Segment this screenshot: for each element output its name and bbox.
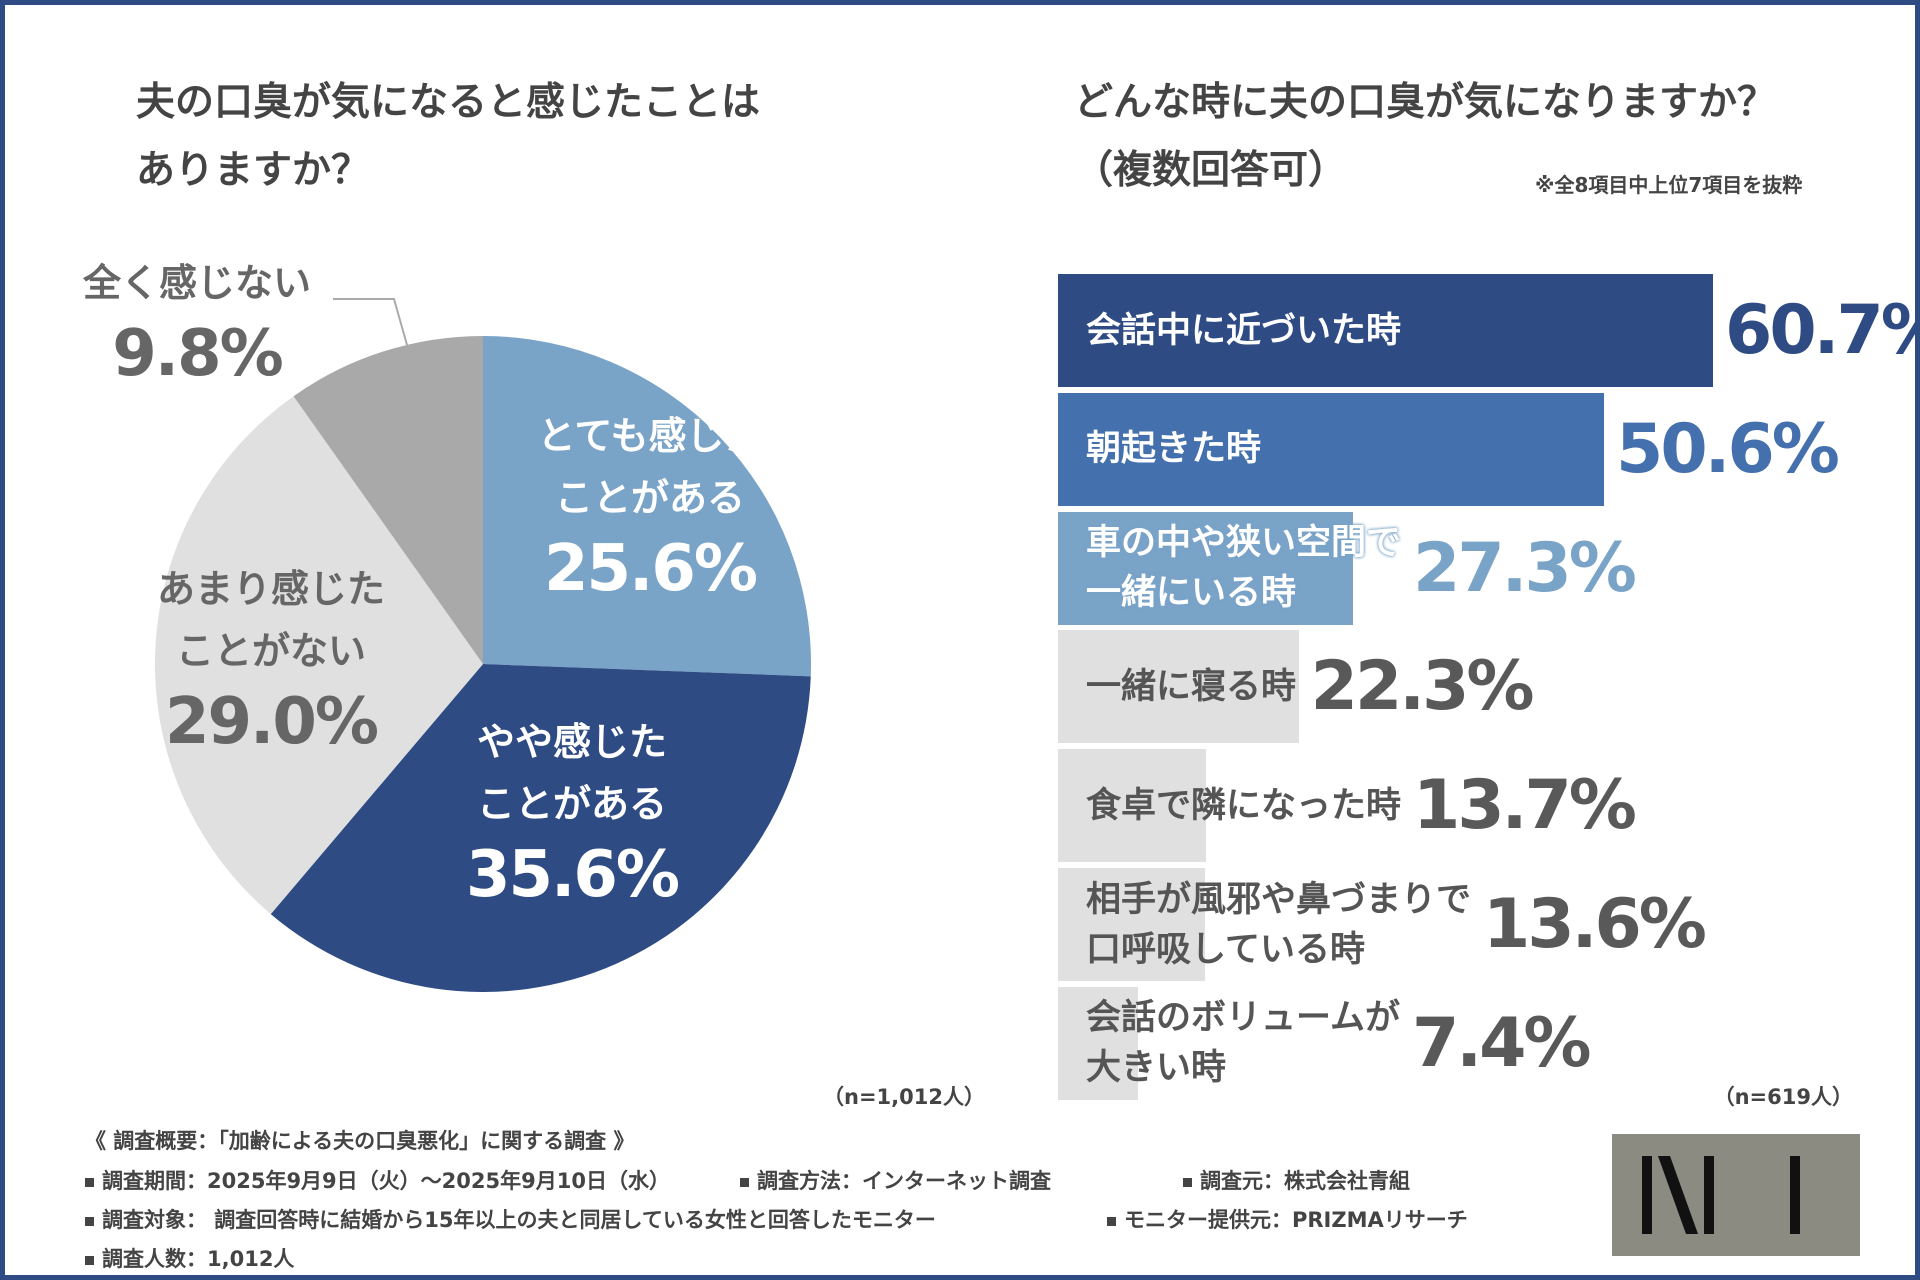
footer-item: 調査対象： 調査回答時に結婚から15年以上の夫と同居している女性と回答したモニタ… — [85, 1204, 936, 1234]
bar-row: 会話のボリュームが 大きい時 7.4% — [1058, 987, 1592, 1100]
bar — [1058, 511, 1353, 625]
pie-category: 全く感じない — [82, 261, 312, 305]
pie-label: あまり感じた ことがない 29.0% — [157, 558, 385, 762]
pie-label: 全く感じない 9.8% — [83, 252, 311, 394]
pie-value: 29.0% — [164, 685, 379, 759]
bar-label: 食卓で隣になった時 — [1086, 785, 1402, 826]
footer-item: 調査元：株式会社青組 — [1183, 1165, 1410, 1195]
bar-label: 朝起きた時 — [1086, 429, 1262, 470]
bar — [1058, 986, 1138, 1100]
pie-value: 25.6% — [543, 532, 758, 606]
bar — [1058, 392, 1604, 506]
pie-slice — [483, 336, 811, 677]
bar — [1058, 630, 1299, 744]
bar-row: 一緒に寝る時 22.3% — [1058, 630, 1535, 743]
bar-label: 一緒に寝る時 — [1086, 666, 1297, 707]
bar-value: 13.7% — [1413, 766, 1637, 846]
pie-value: 35.6% — [465, 838, 680, 912]
pie-category: やや感じた ことがある — [476, 720, 667, 826]
bar-row: 相手が風邪や鼻づまりで 口呼吸している時 13.6% — [1058, 868, 1707, 981]
bar-note: （n=619人） — [1713, 1085, 1853, 1109]
bar — [1058, 749, 1206, 863]
bar — [1058, 274, 1713, 387]
logo-mark — [1642, 1156, 1800, 1234]
bar-value: 13.6% — [1483, 885, 1707, 964]
pie-label: やや感じた ことがある 35.6% — [465, 711, 680, 915]
footer-item: 調査期間：2025年9月9日（火）～2025年9月10日（水） — [85, 1165, 670, 1195]
bar-row: 車の中や狭い空間で 一緒にいる時 27.3% — [1058, 512, 1637, 625]
bar-label: 会話中に近づいた時 — [1086, 310, 1402, 351]
bar-value: 7.4% — [1411, 1003, 1592, 1083]
bar-value: 60.7% — [1725, 291, 1915, 370]
pie-slice — [270, 664, 811, 992]
bar-label: 会話のボリュームが 大きい時 — [1086, 998, 1400, 1089]
bar-value: 27.3% — [1413, 528, 1637, 608]
bar-row: 食卓で隣になった時 13.7% — [1058, 749, 1637, 862]
pie-value: 9.8% — [112, 317, 284, 391]
bar — [1058, 868, 1205, 981]
pie-title: 夫の口臭が気になると感じたことは ありますか？ — [136, 80, 761, 193]
bar-value: 22.3% — [1310, 647, 1535, 727]
bar-row: 会話中に近づいた時 60.7% — [1058, 274, 1915, 387]
pie-slice — [155, 396, 483, 915]
logo — [1612, 1134, 1860, 1256]
bar-value: 50.6% — [1616, 409, 1840, 489]
pie-category: あまり感じた ことがない — [156, 567, 386, 673]
bar-label: 相手が風邪や鼻づまりで 口呼吸している時 — [1086, 879, 1472, 970]
leader-line — [333, 298, 410, 353]
bar-row: 朝起きた時 50.6% — [1058, 393, 1840, 506]
bar-label: 車の中や狭い空間で 一緒にいる時 — [1086, 523, 1402, 614]
footer-heading: 《 調査概要：「加齢による夫の口臭悪化」に関する調査 》 — [85, 1129, 635, 1153]
pie-note: （n=1,012人） — [823, 1085, 985, 1109]
footer-item: 調査人数：1,012人 — [85, 1243, 294, 1273]
footer-item: モニター提供元：PRIZMAリサーチ — [1107, 1204, 1468, 1234]
pie-slice — [293, 336, 483, 664]
footer-item: 調査方法：インターネット調査 — [740, 1165, 1051, 1195]
pie-category: とても感じた ことがある — [537, 414, 763, 520]
pie-chart — [155, 298, 811, 992]
bar-title: どんな時に夫の口臭が気になりますか？ （複数回答可） — [1074, 80, 1777, 193]
bar-subtitle: ※全8項目中上位7項目を抜粋 — [1535, 173, 1803, 197]
pie-label: とても感じた ことがある 25.6% — [538, 405, 763, 609]
